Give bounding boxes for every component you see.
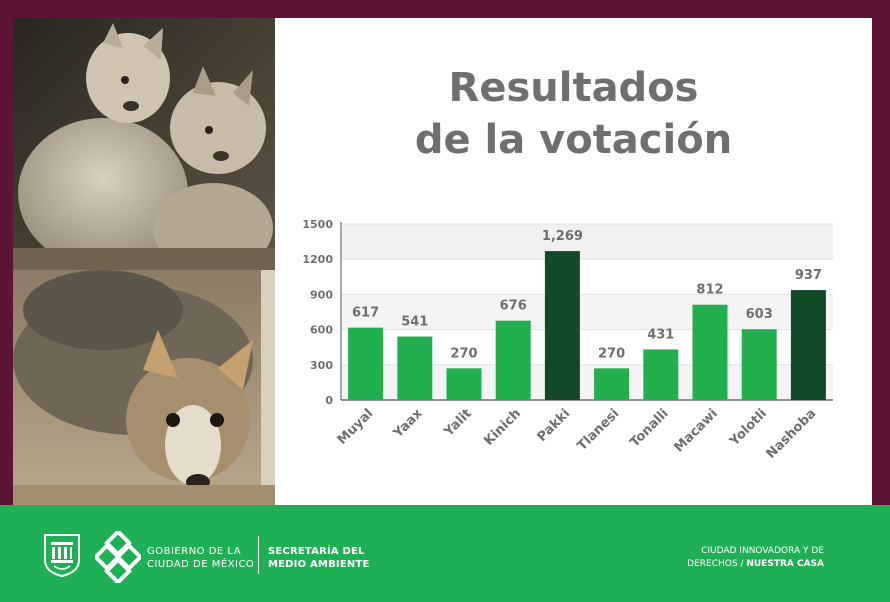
value-label-macawi: 812 bbox=[696, 283, 723, 298]
category-label-nashoba: Nashoba bbox=[764, 406, 820, 462]
bar-yalit bbox=[446, 368, 482, 400]
slogan-line-2-b: NUESTRA CASA bbox=[746, 559, 824, 569]
category-label-tlanesi: Tlanesi bbox=[575, 406, 623, 454]
y-tick-label: 1200 bbox=[302, 253, 333, 266]
value-label-tlanesi: 270 bbox=[598, 346, 625, 361]
value-label-muyal: 617 bbox=[352, 306, 379, 321]
category-label-muyal: Muyal bbox=[335, 406, 377, 448]
chart-title: Resultados de la votación bbox=[275, 62, 872, 166]
wolf-pup-sniffing-ground-image bbox=[13, 270, 275, 505]
bar-tlanesi bbox=[594, 368, 630, 400]
y-tick-label: 900 bbox=[310, 288, 333, 301]
wolf-pups-sitting-image bbox=[13, 18, 275, 270]
chart-title-line-1: Resultados bbox=[448, 65, 699, 111]
votes-bar-chart: 0 300 600 900 1200 1500 617 Muyal 541 Yaax 270 Yali… bbox=[302, 218, 833, 462]
category-label-tonalli: Tonalli bbox=[627, 406, 671, 450]
value-label-kinich: 676 bbox=[500, 299, 527, 314]
category-label-pakki: Pakki bbox=[535, 406, 574, 445]
category-label-yalit: Yalit bbox=[441, 406, 475, 440]
footer-divider bbox=[258, 536, 259, 574]
slogan-line-2-a: DERECHOS / bbox=[687, 559, 747, 569]
grid-band bbox=[341, 224, 833, 260]
value-label-yaax: 541 bbox=[401, 315, 428, 330]
category-label-yaax: Yaax bbox=[390, 406, 426, 442]
value-label-pakki: 1,269 bbox=[542, 229, 583, 244]
secretaria-text: SECRETARÍA DEL MEDIO AMBIENTE bbox=[268, 545, 369, 571]
category-label-kinich: Kinich bbox=[481, 406, 524, 449]
gobierno-cdmx-text: GOBIERNO DE LA CIUDAD DE MÉXICO bbox=[147, 545, 254, 571]
bar-kinich bbox=[495, 320, 531, 400]
y-tick-label: 0 bbox=[325, 394, 333, 407]
bar-yaax bbox=[397, 336, 433, 400]
y-tick-label: 300 bbox=[310, 359, 333, 372]
cdmx-knot-logo bbox=[95, 531, 141, 583]
bar-pakki bbox=[544, 251, 580, 400]
category-label-yolotli: Yolotli bbox=[726, 406, 770, 450]
value-label-tonalli: 431 bbox=[647, 327, 674, 342]
chart-title-line-2: de la votación bbox=[414, 117, 733, 163]
grid-band bbox=[341, 294, 833, 330]
y-tick-label: 600 bbox=[310, 324, 333, 337]
bar-yolotli bbox=[741, 329, 777, 400]
sec-line-2: MEDIO AMBIENTE bbox=[268, 559, 370, 570]
bar-macawi bbox=[692, 304, 728, 400]
gov-line-2: CIUDAD DE MÉXICO bbox=[147, 559, 255, 570]
slogan-line-1: CIUDAD INNOVADORA Y DE bbox=[701, 546, 824, 556]
bar-muyal bbox=[348, 327, 384, 400]
photo-column bbox=[13, 18, 275, 505]
value-label-yalit: 270 bbox=[450, 346, 477, 361]
results-card: Resultados de la votación 0 300 600 900 1200… bbox=[275, 18, 872, 505]
bar-nashoba bbox=[790, 290, 826, 400]
value-label-yolotli: 603 bbox=[746, 307, 773, 322]
footer-bar: GOBIERNO DE LA CIUDAD DE MÉXICO SECRETAR… bbox=[0, 505, 890, 602]
y-tick-label: 1500 bbox=[302, 218, 333, 231]
category-label-macawi: Macawi bbox=[672, 406, 721, 455]
bar-tonalli bbox=[643, 349, 679, 400]
slogan-line-2: DERECHOS / NUESTRA CASA bbox=[687, 558, 824, 571]
gov-line-1: GOBIERNO DE LA bbox=[147, 546, 242, 557]
sec-line-1: SECRETARÍA DEL bbox=[268, 546, 365, 557]
value-label-nashoba: 937 bbox=[795, 268, 822, 283]
slogan-text: CIUDAD INNOVADORA Y DE DERECHOS / NUESTR… bbox=[687, 545, 824, 571]
cdmx-shield-logo bbox=[44, 534, 80, 578]
